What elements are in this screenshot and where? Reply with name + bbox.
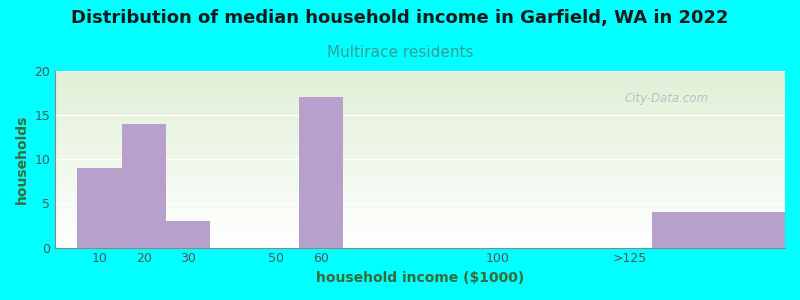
Bar: [298, 98, 342, 247]
Text: Distribution of median household income in Garfield, WA in 2022: Distribution of median household income …: [71, 9, 729, 27]
Bar: [122, 124, 166, 248]
Y-axis label: households: households: [15, 115, 29, 204]
Text: Multirace residents: Multirace residents: [326, 45, 474, 60]
Bar: [652, 212, 800, 247]
Text: City-Data.com: City-Data.com: [625, 92, 709, 105]
Bar: [78, 168, 122, 248]
X-axis label: household income ($1000): household income ($1000): [316, 271, 524, 285]
Bar: [166, 221, 210, 248]
